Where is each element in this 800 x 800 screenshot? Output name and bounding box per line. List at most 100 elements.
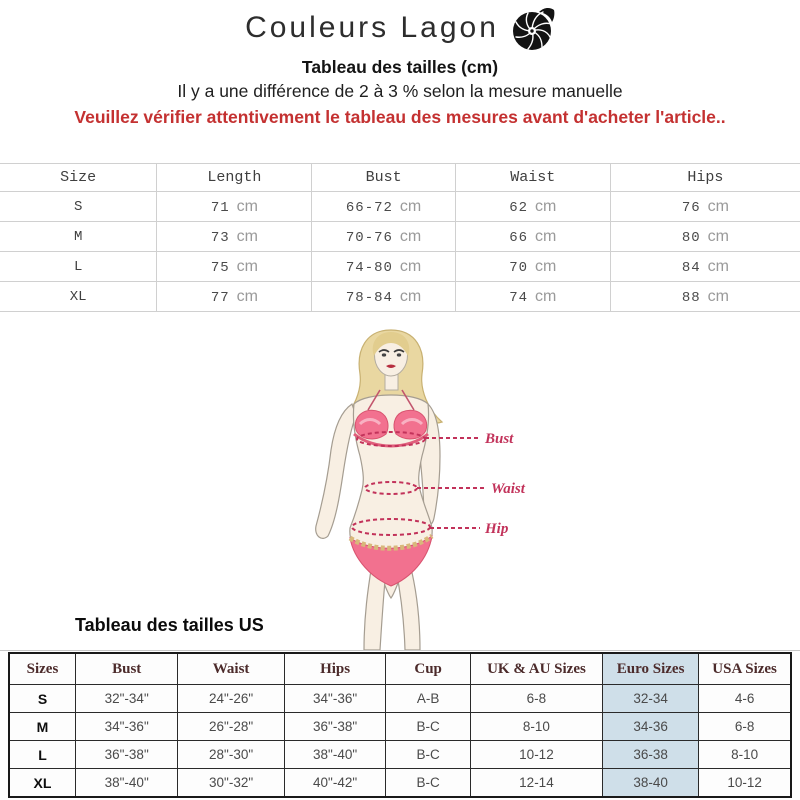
cm-cell-hips: 88 cm — [609, 281, 800, 312]
warning-text: Veuillez vérifier attentivement le table… — [74, 107, 726, 127]
cm-value: 80 — [681, 229, 701, 246]
us-cell: 36"-38" — [74, 740, 179, 769]
cm-unit-label: cm — [236, 257, 258, 275]
cm-unit-label: cm — [399, 287, 422, 305]
us-section-heading: Tableau des tailles US — [75, 615, 264, 635]
cm-unit-label: cm — [236, 287, 258, 305]
cm-cell-size: M — [0, 221, 157, 252]
cm-cell-bust: 78-84 cm — [311, 281, 456, 312]
cm-unit-label: cm — [707, 227, 729, 245]
measurement-figure: Bust Waist Hip — [248, 326, 578, 652]
us-size-table: Sizes Bust Waist Hips Cup UK & AU Sizes Euro S… — [8, 652, 792, 798]
cm-value: 70-76 — [345, 229, 393, 246]
us-table-row: S 32"-34" 24"-26" 34"-36" A-B 6-8 32-34 4-6 — [8, 684, 792, 713]
us-column-header: Waist — [177, 652, 285, 685]
cm-value: 77 — [210, 289, 230, 306]
us-cell: B-C — [385, 740, 471, 769]
us-cell: 12-14 — [469, 768, 604, 798]
cm-cell-size: XL — [0, 281, 157, 312]
us-cell: 6-8 — [469, 684, 604, 713]
us-cell: 34"-36" — [74, 712, 179, 741]
cm-cell-bust: 66-72 cm — [311, 191, 456, 222]
us-cell: 36"-38" — [283, 712, 387, 741]
us-cell: B-C — [385, 712, 471, 741]
cm-value: 74-80 — [345, 259, 393, 276]
cm-unit-label: cm — [535, 197, 557, 215]
figure-label-hip: Hip — [484, 521, 509, 537]
cm-table-row: XL 77 cm 78-84 cm 74 cm 88 cm — [0, 281, 800, 312]
tolerance-note: Il y a une différence de 2 à 3 % selon l… — [177, 81, 623, 101]
us-column-header: Sizes — [8, 652, 76, 685]
cm-unit-label: cm — [236, 227, 258, 245]
cm-cell-length: 77 cm — [156, 281, 312, 312]
us-cell: 26"-28" — [177, 712, 285, 741]
cm-table-row: S 71 cm 66-72 cm 62 cm 76 cm — [0, 191, 800, 222]
cm-unit-label: cm — [399, 197, 422, 215]
us-cell: B-C — [385, 768, 471, 798]
cm-cell-waist: 66 cm — [454, 221, 611, 252]
cm-unit-label: cm — [535, 227, 557, 245]
figure-illustration-svg: Bust Waist Hip — [315, 329, 526, 651]
brand-name: Couleurs Lagon — [245, 11, 499, 44]
cm-column-header: Size — [0, 163, 157, 192]
cm-cell-hips: 84 cm — [609, 251, 800, 282]
cm-cell-waist: 70 cm — [454, 251, 611, 282]
cm-size-table: Size Length Bust Waist Hips S 71 cm 66-72 cm 62 cm… — [0, 163, 800, 312]
cm-unit-label: cm — [535, 257, 557, 275]
cm-cell-hips: 76 cm — [609, 191, 800, 222]
cm-cell-length: 73 cm — [156, 221, 312, 252]
us-cell: 38"-40" — [283, 740, 387, 769]
cm-value: 78-84 — [345, 289, 393, 306]
cm-value: 73 — [210, 229, 230, 246]
figure-label-bust: Bust — [484, 431, 514, 447]
cm-column-header: Bust — [311, 163, 456, 192]
us-cell: 24"-26" — [177, 684, 285, 713]
us-cell: 8-10 — [698, 740, 792, 769]
cm-unit-label: cm — [399, 227, 422, 245]
cm-value: 66-72 — [345, 199, 393, 216]
page-title: Tableau des tailles (cm) — [301, 57, 499, 77]
cm-value: 74 — [509, 289, 528, 306]
brand-header: Couleurs Lagon — [0, 4, 800, 52]
cm-value: 66 — [509, 229, 528, 246]
cm-unit-label: cm — [707, 287, 729, 305]
cm-unit-label: cm — [535, 287, 557, 305]
us-column-header: USA Sizes — [698, 652, 792, 685]
figure-right-leg — [395, 563, 421, 651]
cm-cell-size: S — [0, 191, 157, 222]
us-cell: 38"-40" — [74, 768, 179, 798]
figure-lips — [386, 364, 396, 368]
divider-line — [0, 650, 800, 651]
us-cell: 38-40 — [602, 768, 700, 798]
cm-value: 71 — [210, 199, 230, 216]
cm-value: 62 — [509, 199, 528, 216]
cm-column-header: Hips — [609, 163, 800, 192]
cm-value: 84 — [681, 259, 701, 276]
cm-cell-size: L — [0, 251, 157, 282]
us-table-head-row: Sizes Bust Waist Hips Cup UK & AU Sizes Euro S… — [8, 652, 792, 685]
cm-column-header: Length — [156, 163, 312, 192]
us-cell: 32-34 — [602, 684, 700, 713]
bikini-top — [354, 409, 389, 440]
us-column-header: Cup — [385, 652, 471, 685]
us-table-row: XL 38"-40" 30"-32" 40"-42" B-C 12-14 38-40 10-1… — [8, 768, 792, 798]
us-cell: 10-12 — [469, 740, 604, 769]
cm-unit-label: cm — [707, 197, 729, 215]
cm-cell-waist: 74 cm — [454, 281, 611, 312]
us-table-body: S 32"-34" 24"-26" 34"-36" A-B 6-8 32-34 4-6 M 34"… — [8, 684, 792, 798]
us-cell: 34"-36" — [283, 684, 387, 713]
us-cell: 32"-34" — [74, 684, 179, 713]
cm-table-row: M 73 cm 70-76 cm 66 cm 80 cm — [0, 221, 800, 252]
us-cell: A-B — [385, 684, 471, 713]
cm-table-body: S 71 cm 66-72 cm 62 cm 76 cm M 73 cm 70-76 cm 66 cm 80 cm… — [0, 191, 800, 312]
us-cell: 34-36 — [602, 712, 700, 741]
cm-unit-label: cm — [236, 197, 258, 215]
us-column-header: Hips — [283, 652, 387, 685]
cm-cell-waist: 62 cm — [454, 191, 611, 222]
us-table-row: M 34"-36" 26"-28" 36"-38" B-C 8-10 34-36 6-8 — [8, 712, 792, 741]
cm-cell-hips: 80 cm — [609, 221, 800, 252]
cm-column-header: Waist — [454, 163, 611, 192]
cm-cell-bust: 70-76 cm — [311, 221, 456, 252]
nautilus-shell-icon — [512, 7, 555, 50]
us-cell: 36-38 — [602, 740, 700, 769]
